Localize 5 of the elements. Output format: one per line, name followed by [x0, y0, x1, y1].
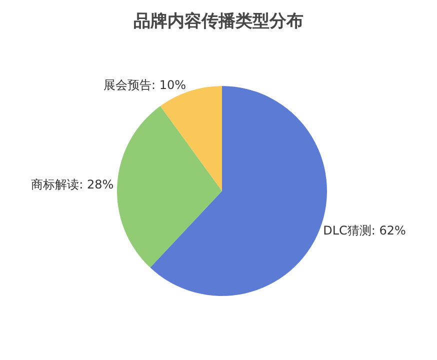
slice-label: DLC猜测: 62% — [323, 224, 406, 238]
chart-title: 品牌内容传播类型分布 — [134, 11, 304, 32]
slice-label: 展会预告: 10% — [104, 78, 186, 92]
slice-label: 商标解读: 28% — [31, 177, 114, 192]
pie-slice — [117, 106, 222, 268]
